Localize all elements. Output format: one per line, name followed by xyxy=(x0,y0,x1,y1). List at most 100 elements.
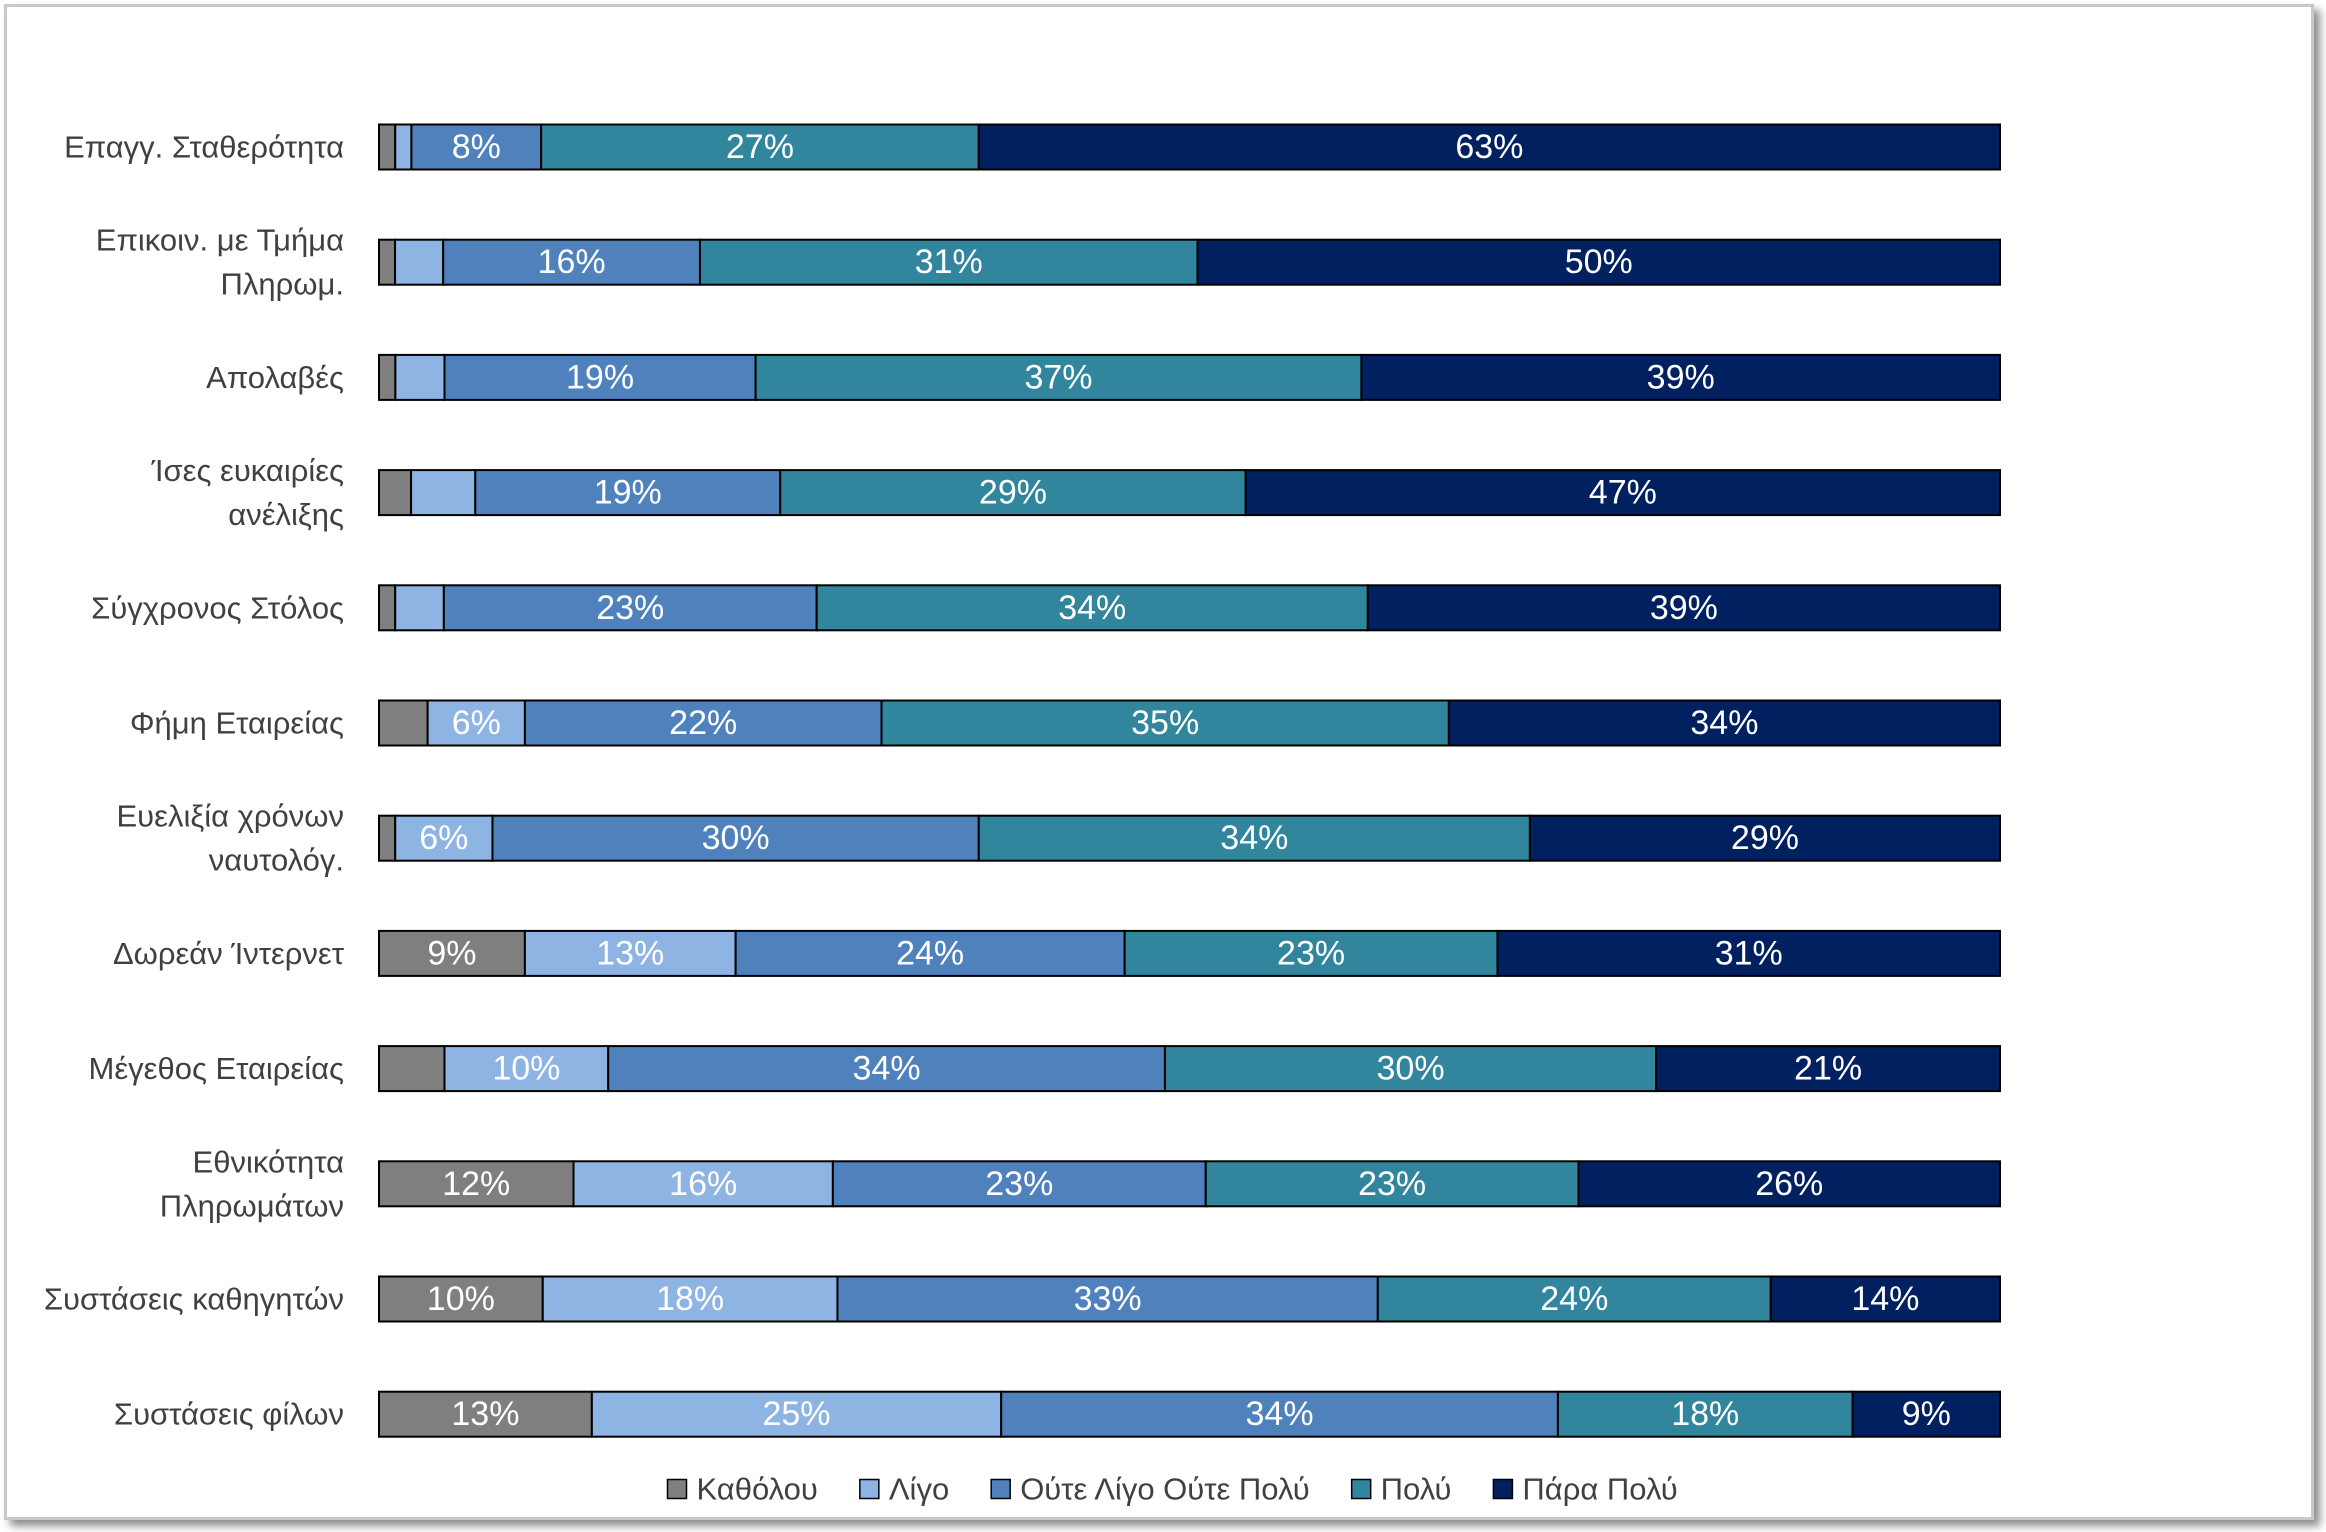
bar-segment xyxy=(394,814,494,862)
bar-segment xyxy=(1556,1390,1854,1438)
bar-segment xyxy=(1366,584,2002,632)
bar-segment xyxy=(540,123,980,171)
bar-segment xyxy=(378,1045,446,1093)
data-label: 23% xyxy=(596,589,664,627)
legend-label: Πάρα Πολύ xyxy=(1522,1472,1677,1507)
bar-segment xyxy=(572,1160,834,1208)
bar-segment xyxy=(590,1390,1003,1438)
data-label: 19% xyxy=(566,358,634,396)
data-label: 16% xyxy=(538,243,606,281)
bar-segment xyxy=(831,1160,1207,1208)
bar-segment xyxy=(443,353,757,401)
data-label: 31% xyxy=(915,243,983,281)
data-label: 9% xyxy=(427,934,476,972)
data-label: 25% xyxy=(762,1395,830,1433)
bar-segment xyxy=(734,929,1126,977)
bar-segment xyxy=(977,814,1531,862)
bar-segment xyxy=(426,699,526,747)
category-label: Ευελιξία χρόνων xyxy=(117,799,345,834)
bar-segment xyxy=(394,353,446,401)
legend-label: Λίγο xyxy=(889,1472,949,1507)
category-label: Επικοιν. με Τμήμα xyxy=(96,223,344,258)
data-label: 6% xyxy=(419,819,468,857)
data-label: 27% xyxy=(726,128,794,166)
bar-segment xyxy=(410,469,477,517)
data-label: 21% xyxy=(1794,1050,1862,1088)
category-label: Φήμη Εταιρείας xyxy=(130,706,344,741)
bar-segment xyxy=(410,123,543,171)
category-label: Απολαβές xyxy=(206,360,344,395)
data-label: 13% xyxy=(451,1395,519,1433)
bar-segment xyxy=(754,353,1363,401)
data-label: 37% xyxy=(1024,358,1092,396)
category-label: ανέλιξης xyxy=(228,497,344,532)
data-label: 22% xyxy=(669,704,737,742)
bar-segment xyxy=(1851,1390,2001,1438)
data-label: 50% xyxy=(1565,243,1633,281)
category-label: Σύγχρονος Στόλος xyxy=(91,590,344,625)
bar-segment xyxy=(607,1045,1166,1093)
bar-segment xyxy=(1769,1275,2002,1323)
data-label: 10% xyxy=(492,1050,560,1088)
category-label: Επαγγ. Σταθερότητα xyxy=(64,130,344,165)
data-label: 29% xyxy=(979,474,1047,512)
bar-segment xyxy=(378,238,397,286)
data-label: 34% xyxy=(1690,704,1758,742)
bar-segment xyxy=(1123,929,1499,977)
data-label: 34% xyxy=(1058,589,1126,627)
category-label: Πληρωμ. xyxy=(221,267,344,302)
bar-segment xyxy=(1528,814,2002,862)
bar-segment xyxy=(1447,699,2001,747)
bar-segment xyxy=(378,584,397,632)
bar-segment xyxy=(1360,353,2001,401)
legend-label: Ούτε Λίγο Ούτε Πολύ xyxy=(1020,1472,1309,1507)
bar-segment xyxy=(1000,1390,1559,1438)
data-label: 29% xyxy=(1731,819,1799,857)
legend-swatch xyxy=(666,1478,688,1500)
data-label: 39% xyxy=(1647,358,1715,396)
data-label: 18% xyxy=(656,1280,724,1318)
data-label: 31% xyxy=(1715,934,1783,972)
bar-segment xyxy=(378,929,526,977)
legend-swatch xyxy=(1492,1478,1514,1500)
data-label: 35% xyxy=(1131,704,1199,742)
bar-segment xyxy=(378,814,397,862)
data-label: 18% xyxy=(1671,1395,1739,1433)
bar-segment xyxy=(1204,1160,1580,1208)
bar-segment xyxy=(442,238,701,286)
legend-swatch xyxy=(990,1478,1011,1500)
bar-segment xyxy=(394,584,445,632)
category-label: Μέγεθος Εταιρείας xyxy=(89,1051,345,1086)
data-label: 23% xyxy=(1358,1165,1426,1203)
data-label: 12% xyxy=(442,1165,510,1203)
bar-segment xyxy=(1655,1045,2001,1093)
bar-segment xyxy=(523,699,883,747)
category-label: Δωρεάν Ίντερνετ xyxy=(113,936,344,971)
data-label: 14% xyxy=(1851,1280,1919,1318)
bar-segment xyxy=(378,1160,575,1208)
data-label: 63% xyxy=(1455,128,1523,166)
category-label: Εθνικότητα xyxy=(193,1144,345,1179)
data-label: 30% xyxy=(702,819,770,857)
bar-segment xyxy=(378,699,429,747)
data-label: 24% xyxy=(896,934,964,972)
category-label: Συστάσεις φίλων xyxy=(114,1397,344,1432)
data-label: 13% xyxy=(596,934,664,972)
bar-segment xyxy=(1496,929,2001,977)
bar-segment xyxy=(442,584,818,632)
legend-swatch xyxy=(1350,1478,1372,1500)
data-label: 19% xyxy=(594,474,662,512)
data-label: 23% xyxy=(985,1165,1053,1203)
bar-segment xyxy=(779,469,1247,517)
bar-segment xyxy=(394,238,445,286)
bar-segment xyxy=(491,814,980,862)
data-label: 24% xyxy=(1540,1280,1608,1318)
bar-segment xyxy=(977,123,2001,171)
data-label: 8% xyxy=(452,128,501,166)
bar-segment xyxy=(378,353,397,401)
bar-segment xyxy=(880,699,1450,747)
data-label: 33% xyxy=(1074,1280,1142,1318)
data-label: 39% xyxy=(1650,589,1718,627)
bar-segment xyxy=(836,1275,1379,1323)
